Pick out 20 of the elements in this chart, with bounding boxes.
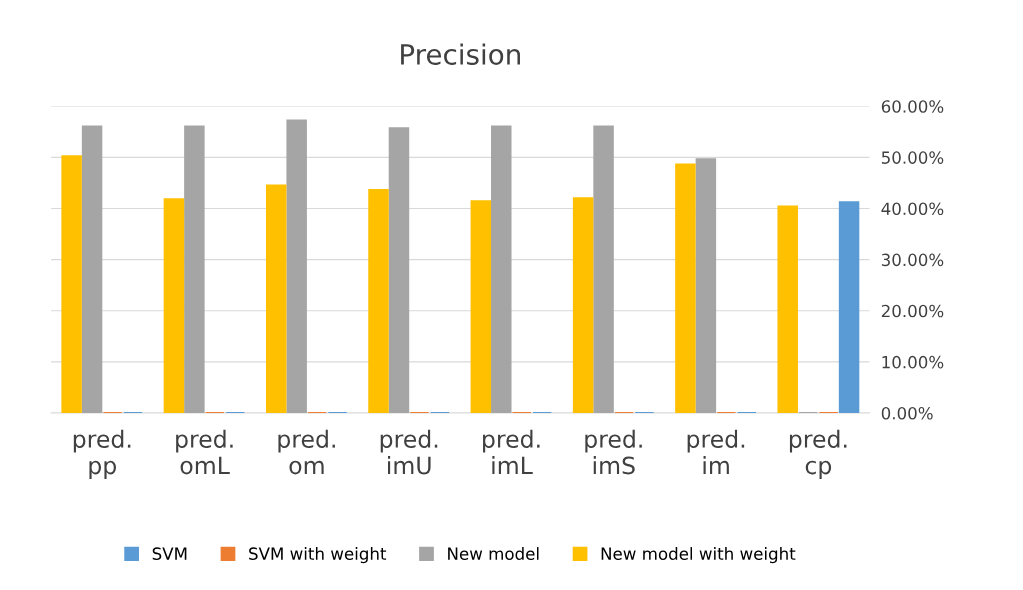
x-tick-label: pred. omL <box>176 429 233 475</box>
y-tick-label: 60.00% <box>881 100 944 113</box>
x-tick-label: pred. imS <box>585 429 642 475</box>
legend-label: New model with weight <box>601 547 796 564</box>
x-tick-label: pred. imL <box>483 429 540 475</box>
y-tick-label: 50.00% <box>881 151 944 164</box>
y-tick-label: 30.00% <box>881 253 944 267</box>
legend-label: SVM with weight <box>249 547 387 564</box>
y-tick-label: 20.00% <box>881 304 944 318</box>
x-tick-label: pred. imU <box>380 429 438 475</box>
x-tick-label: pred. im <box>687 429 745 475</box>
legend-label: New model <box>448 547 539 560</box>
x-tick-label: pred. cp <box>789 429 847 479</box>
y-tick-label: 0.00% <box>881 406 933 420</box>
y-tick-label: 40.00% <box>881 202 944 216</box>
y-tick-label: 10.00% <box>882 355 944 369</box>
legend-label: SVM <box>152 547 187 560</box>
x-tick-label: pred. om <box>278 429 335 475</box>
x-tick-label: pred. pp <box>73 429 131 479</box>
chart-title: Precision <box>401 43 520 65</box>
